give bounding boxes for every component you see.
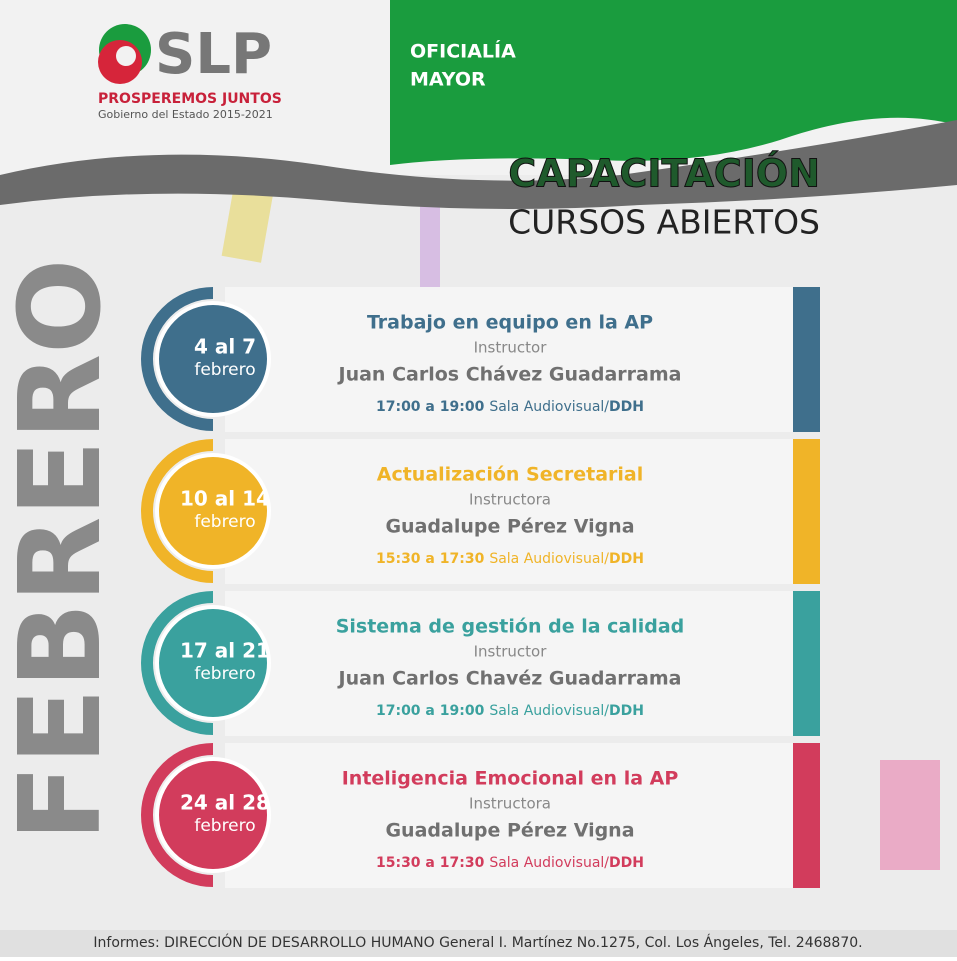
time: 17:00 a 19:00	[376, 703, 485, 719]
office: OFICIALÍA	[410, 40, 516, 63]
schedule: 17:00 a 19:00 Sala Audiovisual/DDH	[376, 399, 644, 415]
ring-arc	[141, 439, 214, 583]
accent-bar	[793, 439, 820, 584]
unit: DDH	[609, 551, 644, 567]
accent-bar	[793, 591, 820, 736]
role: Instructor	[474, 339, 548, 357]
date-month: febrero	[194, 360, 255, 380]
ring-arc	[141, 743, 214, 887]
schedule: 15:30 a 17:30 Sala Audiovisual/DDH	[376, 855, 644, 871]
ring-arc	[141, 287, 214, 431]
role: Instructora	[469, 491, 551, 509]
wave-band	[0, 120, 957, 209]
role: Instructor	[474, 643, 548, 661]
course-title: Sistema de gestión de la calidad	[336, 616, 685, 638]
ring-arc	[141, 591, 214, 735]
slogan: PROSPEREMOS JUNTOS	[98, 91, 282, 107]
time: 17:00 a 19:00	[376, 399, 485, 415]
time: 15:30 a 17:30	[376, 551, 485, 567]
room: Sala Audiovisual/	[489, 551, 609, 567]
date-range: 4 al 7	[194, 335, 256, 359]
accent-bar	[793, 743, 820, 888]
schedule: 17:00 a 19:00 Sala Audiovisual/DDH	[376, 703, 644, 719]
course-title: Trabajo en equipo en la AP	[367, 312, 653, 334]
decoration	[880, 760, 940, 870]
schedule: 15:30 a 17:30 Sala Audiovisual/DDH	[376, 551, 644, 567]
card	[225, 743, 795, 888]
unit: DDH	[609, 703, 644, 719]
course-title: Actualización Secretarial	[377, 464, 643, 486]
date-range: 17 al 21	[180, 639, 270, 663]
date-circle	[155, 605, 271, 721]
month-label: FEBRERO	[0, 259, 126, 842]
course-title: Inteligencia Emocional en la AP	[342, 768, 679, 790]
title: CAPACITACIÓN	[508, 152, 820, 196]
role: Instructora	[469, 795, 551, 813]
logo-text: SLP	[155, 22, 272, 87]
instructor: Juan Carlos Chávez Guadarrama	[337, 364, 682, 386]
office: MAYOR	[410, 69, 486, 91]
room: Sala Audiovisual/	[489, 399, 609, 415]
unit: DDH	[609, 399, 644, 415]
date-circle	[155, 757, 271, 873]
room: Sala Audiovisual/	[489, 703, 609, 719]
date-circle	[155, 301, 271, 417]
card	[225, 439, 795, 584]
logo-mark	[116, 46, 136, 66]
instructor: Guadalupe Pérez Vigna	[385, 820, 634, 842]
footer-bg	[0, 930, 957, 957]
date-month: febrero	[194, 512, 255, 532]
unit: DDH	[609, 855, 644, 871]
footer: Informes: DIRECCIÓN DE DESARROLLO HUMANO…	[93, 933, 862, 951]
time: 15:30 a 17:30	[376, 855, 485, 871]
header-green	[390, 0, 957, 165]
date-month: febrero	[194, 664, 255, 684]
accent-bar	[793, 287, 820, 432]
date-range: 24 al 28	[180, 791, 270, 815]
room: Sala Audiovisual/	[489, 855, 609, 871]
government: Gobierno del Estado 2015-2021	[98, 108, 273, 121]
instructor: Juan Carlos Chavéz Guadarrama	[337, 668, 682, 690]
subtitle: CURSOS ABIERTOS	[508, 203, 820, 242]
instructor: Guadalupe Pérez Vigna	[385, 516, 634, 538]
date-range: 10 al 14	[180, 487, 270, 511]
date-circle	[155, 453, 271, 569]
date-month: febrero	[194, 816, 255, 836]
card	[225, 591, 795, 736]
card	[225, 287, 795, 432]
